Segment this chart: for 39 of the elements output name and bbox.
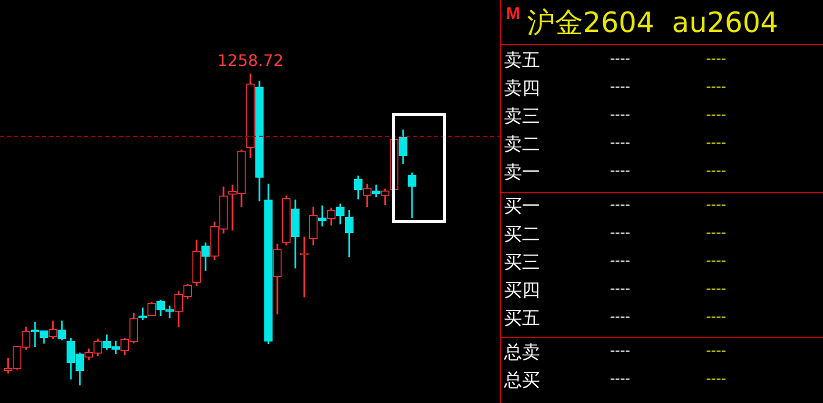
text: 买一 xyxy=(504,195,540,218)
text: 卖二 xyxy=(504,133,540,156)
text: ---- xyxy=(706,371,726,387)
text: ---- xyxy=(610,197,630,213)
text: 卖五 xyxy=(504,49,540,72)
text: ---- xyxy=(610,163,630,179)
text: 沪金2604 au2604 xyxy=(527,5,778,41)
text: 总卖 xyxy=(504,341,540,364)
text: ---- xyxy=(706,197,726,213)
text: 买三 xyxy=(504,251,540,274)
text: ---- xyxy=(706,343,726,359)
annotation: 1258.72 xyxy=(217,51,284,70)
text: 买五 xyxy=(504,307,540,330)
text: ---- xyxy=(706,225,726,241)
text: ---- xyxy=(706,79,726,95)
text: ---- xyxy=(706,163,726,179)
text: M xyxy=(506,4,520,24)
text: ---- xyxy=(610,343,630,359)
text: ---- xyxy=(610,79,630,95)
text: ---- xyxy=(610,51,630,67)
text: ---- xyxy=(706,281,726,297)
text: ---- xyxy=(706,253,726,269)
text: ---- xyxy=(610,281,630,297)
text: ---- xyxy=(706,107,726,123)
text: 卖四 xyxy=(504,77,540,100)
text: 买二 xyxy=(504,223,540,246)
text: 卖三 xyxy=(504,105,540,128)
text: ---- xyxy=(706,135,726,151)
text: ---- xyxy=(610,371,630,387)
text: ---- xyxy=(610,107,630,123)
text: ---- xyxy=(706,309,726,325)
text: ---- xyxy=(610,225,630,241)
text: 买四 xyxy=(504,279,540,302)
text: 卖一 xyxy=(504,161,540,184)
text: ---- xyxy=(610,309,630,325)
text: ---- xyxy=(706,51,726,67)
text: 总买 xyxy=(504,369,540,392)
text: ---- xyxy=(610,253,630,269)
text: ---- xyxy=(610,135,630,151)
